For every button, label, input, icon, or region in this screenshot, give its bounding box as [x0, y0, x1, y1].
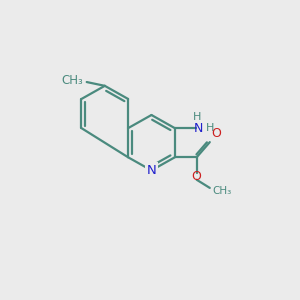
Text: O: O	[192, 170, 202, 183]
Text: CH₃: CH₃	[61, 74, 83, 87]
Text: N: N	[147, 164, 156, 177]
Text: CH₃: CH₃	[212, 186, 232, 196]
Text: O: O	[211, 127, 221, 140]
Text: H: H	[206, 122, 214, 133]
Text: H: H	[193, 112, 201, 122]
Text: N: N	[194, 122, 203, 135]
